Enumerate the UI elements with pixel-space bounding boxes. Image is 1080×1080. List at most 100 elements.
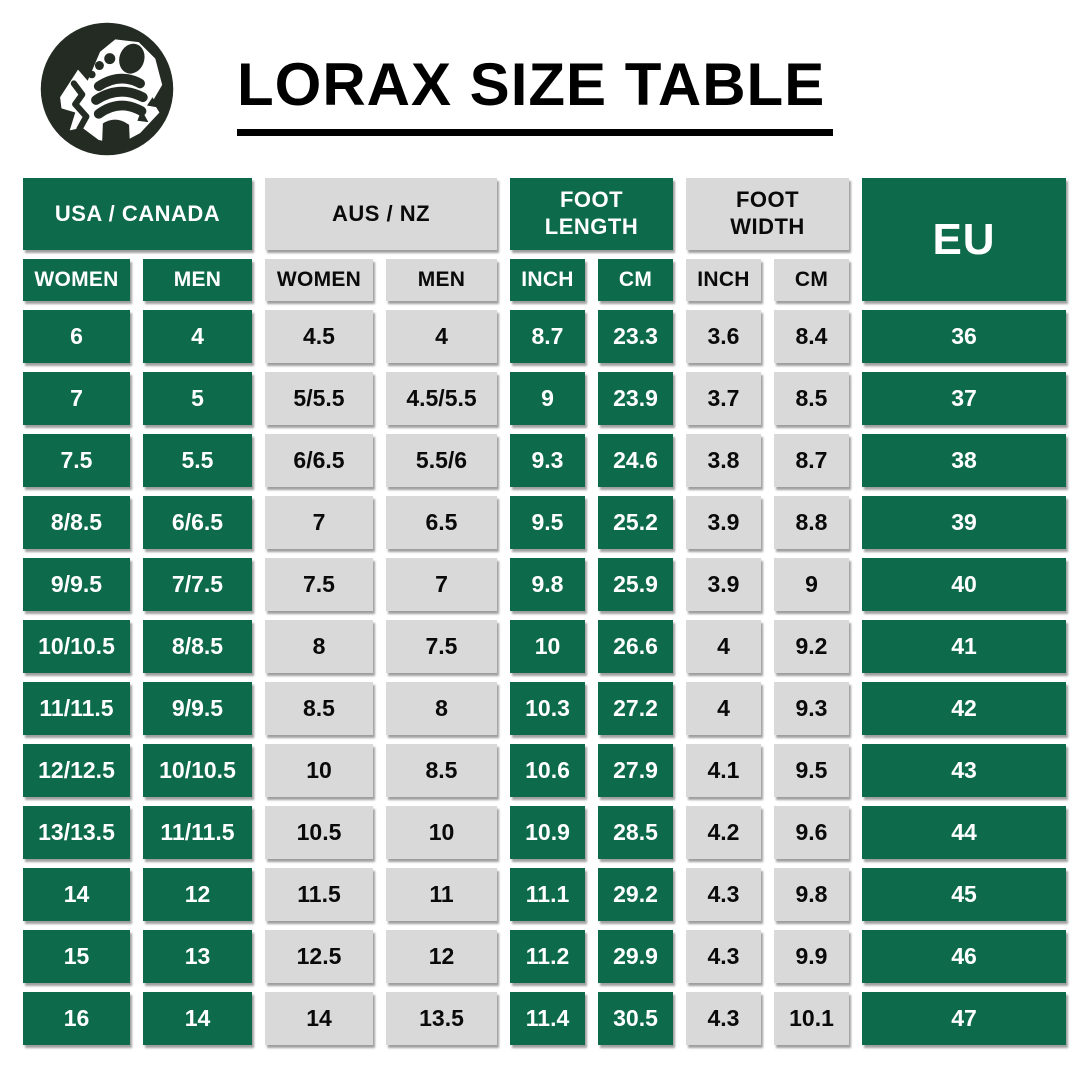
size-cell: 43 xyxy=(862,744,1066,797)
size-cell: 9 xyxy=(510,372,585,425)
size-cell: 11 xyxy=(386,868,497,921)
subheader-length-inch: INCH xyxy=(510,259,585,301)
size-cell: 10/10.5 xyxy=(23,620,130,673)
subheader-aus-men: MEN xyxy=(386,259,497,301)
size-cell: 27.2 xyxy=(598,682,673,735)
size-cell: 8 xyxy=(265,620,373,673)
size-cell: 7 xyxy=(23,372,130,425)
size-cell: 10 xyxy=(510,620,585,673)
size-cell: 10.5 xyxy=(265,806,373,859)
size-cell: 8.8 xyxy=(774,496,849,549)
size-cell: 9.3 xyxy=(510,434,585,487)
size-cell: 10.6 xyxy=(510,744,585,797)
size-cell: 46 xyxy=(862,930,1066,983)
size-cell: 3.9 xyxy=(686,496,761,549)
size-cell: 9.3 xyxy=(774,682,849,735)
header: LORAX SIZE TABLE xyxy=(0,0,1080,178)
size-cell: 4 xyxy=(686,620,761,673)
size-cell: 14 xyxy=(23,868,130,921)
size-cell: 11.4 xyxy=(510,992,585,1045)
size-cell: 7.5 xyxy=(23,434,130,487)
size-cell: 9.6 xyxy=(774,806,849,859)
size-cell: 6/6.5 xyxy=(265,434,373,487)
size-cell: 7/7.5 xyxy=(143,558,252,611)
size-cell: 4 xyxy=(686,682,761,735)
size-cell: 25.2 xyxy=(598,496,673,549)
size-cell: 8.5 xyxy=(774,372,849,425)
size-cell: 10.9 xyxy=(510,806,585,859)
size-cell: 26.6 xyxy=(598,620,673,673)
size-cell: 8.5 xyxy=(265,682,373,735)
size-cell: 5/5.5 xyxy=(265,372,373,425)
size-cell: 10.3 xyxy=(510,682,585,735)
col-group-usa-canada: USA / CANADA xyxy=(23,178,252,250)
size-cell: 9/9.5 xyxy=(143,682,252,735)
subheader-usa-men: MEN xyxy=(143,259,252,301)
footprint-mountain-icon xyxy=(40,22,174,156)
size-cell: 6/6.5 xyxy=(143,496,252,549)
size-cell: 13 xyxy=(143,930,252,983)
brand-logo xyxy=(38,20,176,158)
size-cell: 30.5 xyxy=(598,992,673,1045)
size-cell: 4.5 xyxy=(265,310,373,363)
size-cell: 11.1 xyxy=(510,868,585,921)
size-table: USA / CANADA AUS / NZ FOOT LENGTH FOOT W… xyxy=(23,178,1066,1045)
size-cell: 4.3 xyxy=(686,992,761,1045)
size-cell: 8.7 xyxy=(510,310,585,363)
size-cell: 29.9 xyxy=(598,930,673,983)
size-cell: 11/11.5 xyxy=(23,682,130,735)
size-cell: 28.5 xyxy=(598,806,673,859)
size-cell: 4 xyxy=(143,310,252,363)
size-cell: 41 xyxy=(862,620,1066,673)
size-cell: 9.8 xyxy=(774,868,849,921)
col-group-foot-length: FOOT LENGTH xyxy=(510,178,673,250)
subheader-length-cm: CM xyxy=(598,259,673,301)
size-cell: 25.9 xyxy=(598,558,673,611)
size-cell: 29.2 xyxy=(598,868,673,921)
size-cell: 3.9 xyxy=(686,558,761,611)
size-cell: 12 xyxy=(386,930,497,983)
size-cell: 40 xyxy=(862,558,1066,611)
size-cell: 11/11.5 xyxy=(143,806,252,859)
size-cell: 10.1 xyxy=(774,992,849,1045)
col-group-eu: EU xyxy=(862,178,1066,301)
size-cell: 4.3 xyxy=(686,868,761,921)
size-cell: 47 xyxy=(862,992,1066,1045)
size-cell: 9/9.5 xyxy=(23,558,130,611)
size-cell: 10 xyxy=(386,806,497,859)
size-cell: 38 xyxy=(862,434,1066,487)
size-cell: 4.2 xyxy=(686,806,761,859)
size-cell: 4.3 xyxy=(686,930,761,983)
size-cell: 10/10.5 xyxy=(143,744,252,797)
subheader-width-cm: CM xyxy=(774,259,849,301)
size-cell: 3.8 xyxy=(686,434,761,487)
size-cell: 45 xyxy=(862,868,1066,921)
size-cell: 23.9 xyxy=(598,372,673,425)
size-cell: 6.5 xyxy=(386,496,497,549)
size-cell: 8/8.5 xyxy=(23,496,130,549)
size-cell: 4 xyxy=(386,310,497,363)
size-cell: 9 xyxy=(774,558,849,611)
size-cell: 9.2 xyxy=(774,620,849,673)
size-cell: 12.5 xyxy=(265,930,373,983)
size-cell: 15 xyxy=(23,930,130,983)
subheader-usa-women: WOMEN xyxy=(23,259,130,301)
subheader-width-inch: INCH xyxy=(686,259,761,301)
size-cell: 24.6 xyxy=(598,434,673,487)
size-cell: 7.5 xyxy=(265,558,373,611)
size-cell: 5 xyxy=(143,372,252,425)
size-cell: 3.7 xyxy=(686,372,761,425)
size-cell: 9.8 xyxy=(510,558,585,611)
size-cell: 4.5/5.5 xyxy=(386,372,497,425)
size-cell: 6 xyxy=(23,310,130,363)
size-cell: 3.6 xyxy=(686,310,761,363)
size-cell: 42 xyxy=(862,682,1066,735)
size-cell: 14 xyxy=(143,992,252,1045)
size-cell: 23.3 xyxy=(598,310,673,363)
size-cell: 7 xyxy=(265,496,373,549)
size-cell: 8.5 xyxy=(386,744,497,797)
size-cell: 13.5 xyxy=(386,992,497,1045)
size-cell: 44 xyxy=(862,806,1066,859)
size-cell: 16 xyxy=(23,992,130,1045)
